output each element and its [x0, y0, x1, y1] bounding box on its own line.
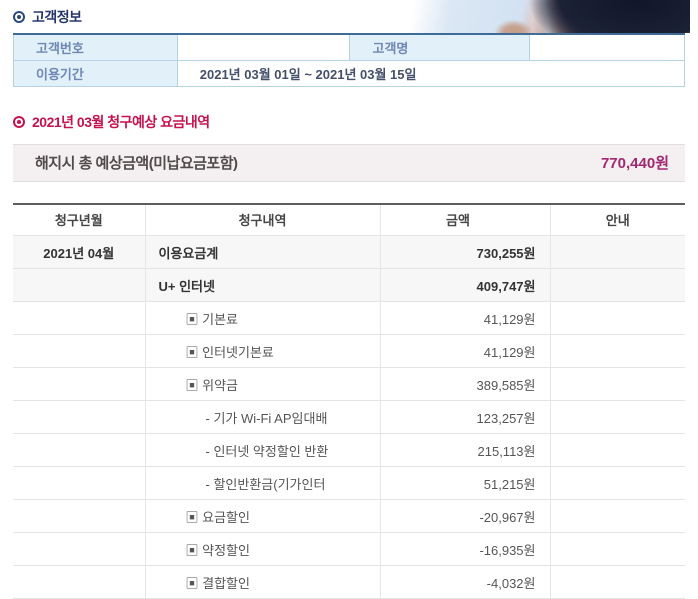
billing-col-header-3: 안내: [549, 203, 685, 236]
billing-row: - 인터넷 약정할인 반환 215,113원: [13, 433, 685, 467]
billing-header-row: 청구년월 청구내역 금액 안내: [13, 203, 685, 236]
customer-no-value: [176, 33, 351, 61]
bill-info-cell: [549, 334, 685, 368]
header-photo: [315, 0, 690, 33]
billing-row: 2021년 04월 이용요금계 730,255원: [13, 235, 685, 269]
bill-amount-cell: 41,129원: [379, 301, 550, 335]
bill-item-cell: 이용요금계: [144, 235, 380, 269]
bullet-dot: [17, 15, 21, 19]
bill-amount-cell: 51,215원: [379, 466, 550, 500]
termination-total-amount: 770,440원: [600, 155, 669, 172]
bill-amount-cell: -16,935원: [379, 532, 550, 566]
billing-table: 청구년월 청구내역 금액 안내 2021년 04월 이용요금계 730,255원 U+ 인터…: [13, 202, 685, 599]
bill-amount-cell: -4,032원: [379, 565, 550, 599]
bill-item-cell: ▣ 요금할인: [144, 499, 380, 533]
customer-info-table: 고객번호 고객명 이용기간 2021년 03월 01일 ~ 2021년 03월 …: [13, 33, 686, 87]
bullet-dot: [17, 119, 21, 124]
customer-no-label: 고객번호: [13, 33, 178, 61]
bill-month-cell: [13, 499, 145, 533]
section-bullet-icon: [13, 11, 25, 23]
termination-total-bar: 해지시 총 예상금액(미납요금포함) 770,440원: [13, 143, 685, 182]
bill-item-cell: ▣ 약정할인: [144, 532, 380, 566]
billing-row: - 할인반환금(기가인터 51,215원: [13, 466, 685, 500]
bill-info-cell: [549, 268, 685, 302]
bill-month-cell: [13, 268, 145, 302]
bill-info-cell: [549, 367, 685, 401]
termination-total-label: 해지시 총 예상금액(미납요금포함): [35, 155, 238, 172]
bill-amount-cell: 389,585원: [379, 367, 550, 401]
bill-info-cell: [549, 400, 685, 434]
bill-month-cell: [13, 400, 145, 434]
bill-item-cell: ▣ 인터넷기본료: [144, 334, 380, 368]
section-bullet-icon: [13, 115, 25, 128]
bill-amount-cell: 41,129원: [379, 334, 550, 368]
bill-amount-cell: 730,255원: [379, 235, 550, 269]
bill-info-cell: [549, 466, 685, 500]
bill-month-cell: [13, 532, 145, 566]
bill-item-cell: - 기가 Wi-Fi AP임대배: [144, 400, 380, 434]
bill-item-cell: U+ 인터넷: [144, 268, 380, 302]
bill-month-cell: [13, 367, 145, 401]
billing-section-header: 2021년 03월 청구예상 요금내역: [13, 113, 685, 131]
bill-info-cell: [549, 565, 685, 599]
bill-info-cell: [549, 433, 685, 467]
bill-item-cell: - 인터넷 약정할인 반환: [144, 433, 380, 467]
bill-month-cell: [13, 334, 145, 368]
bill-amount-cell: 123,257원: [379, 400, 550, 434]
billing-row: - 기가 Wi-Fi AP임대배 123,257원: [13, 400, 685, 434]
bill-amount-cell: -20,967원: [379, 499, 550, 533]
bill-month-cell: [13, 565, 145, 599]
billing-row: ▣ 결합할인 -4,032원: [13, 565, 685, 599]
customer-name-label: 고객명: [349, 33, 531, 61]
billing-row: ▣ 약정할인 -16,935원: [13, 532, 685, 566]
bill-amount-cell: 409,747원: [379, 268, 550, 302]
billing-row: ▣ 요금할인 -20,967원: [13, 499, 685, 533]
bill-item-cell: ▣ 기본료: [144, 301, 380, 335]
customer-section-title: 고객정보: [32, 9, 82, 25]
bill-amount-cell: 215,113원: [379, 433, 550, 467]
bill-month-cell: 2021년 04월: [13, 235, 145, 269]
customer-section-header: 고객정보: [13, 8, 685, 26]
billing-row: ▣ 기본료 41,129원: [13, 301, 685, 335]
customer-name-value: [529, 33, 685, 61]
period-label: 이용기간: [13, 59, 178, 87]
billing-row: ▣ 위약금 389,585원: [13, 367, 685, 401]
billing-row: U+ 인터넷 409,747원: [13, 268, 685, 302]
bill-info-cell: [549, 532, 685, 566]
billing-section-title: 2021년 03월 청구예상 요금내역: [32, 113, 210, 130]
bill-info-cell: [549, 301, 685, 335]
customer-row-2: 이용기간 2021년 03월 01일 ~ 2021년 03월 15일: [13, 59, 686, 87]
billing-col-header-0: 청구년월: [13, 203, 145, 236]
bill-info-cell: [549, 235, 685, 269]
billing-table-body: 2021년 04월 이용요금계 730,255원 U+ 인터넷 409,747원 ▣ 기본…: [13, 235, 685, 599]
bill-month-cell: [13, 433, 145, 467]
bill-item-cell: - 할인반환금(기가인터: [144, 466, 380, 500]
customer-row-1: 고객번호 고객명: [13, 33, 685, 61]
bill-item-cell: ▣ 위약금: [144, 367, 380, 401]
billing-row: ▣ 인터넷기본료 41,129원: [13, 334, 685, 368]
billing-col-header-1: 청구내역: [144, 203, 380, 236]
billing-col-header-2: 금액: [379, 203, 550, 236]
bill-month-cell: [13, 301, 145, 335]
bill-item-cell: ▣ 결합할인: [144, 565, 380, 599]
period-value: 2021년 03월 01일 ~ 2021년 03월 15일: [176, 59, 686, 87]
bill-info-cell: [549, 499, 685, 533]
bill-month-cell: [13, 466, 145, 500]
